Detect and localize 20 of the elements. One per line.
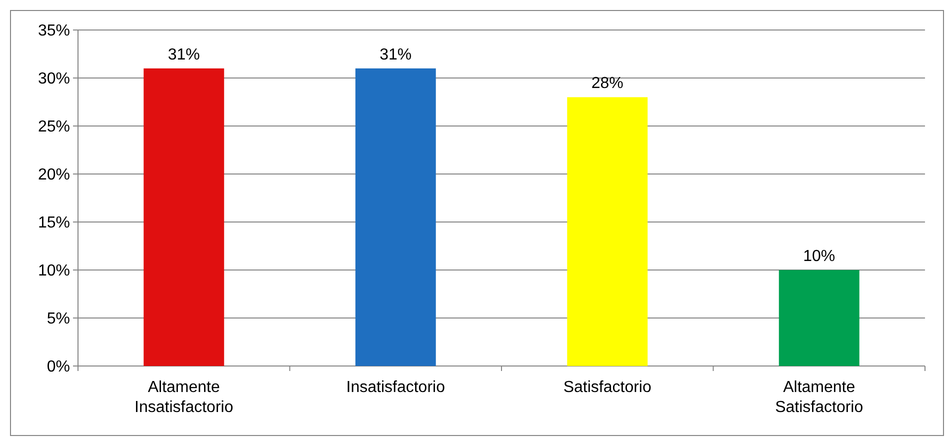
bar (778, 270, 860, 366)
data-label: 28% (591, 75, 624, 92)
x-tick-label: Satisfactorio (563, 379, 652, 396)
y-tick-label: 10% (38, 262, 70, 280)
x-tick-label: Altamente Satisfactorio (775, 379, 864, 416)
data-label: 31% (380, 46, 412, 64)
bar (567, 97, 648, 366)
y-tick-label: 25% (38, 118, 70, 136)
bar (144, 68, 224, 366)
data-label: 10% (803, 248, 836, 265)
y-tick-label: 0% (46, 358, 70, 376)
y-tick-label: 15% (38, 214, 70, 232)
y-tick-label: 20% (38, 166, 70, 184)
bar (355, 68, 436, 366)
x-tick-label: Altamente Insatisfactorio (134, 379, 234, 416)
y-tick-label: 30% (38, 70, 70, 88)
x-tick-label: Insatisfactorio (346, 379, 446, 396)
data-label: 31% (168, 46, 200, 64)
y-tick-label: 35% (38, 22, 70, 40)
y-tick-label: 5% (46, 310, 70, 328)
